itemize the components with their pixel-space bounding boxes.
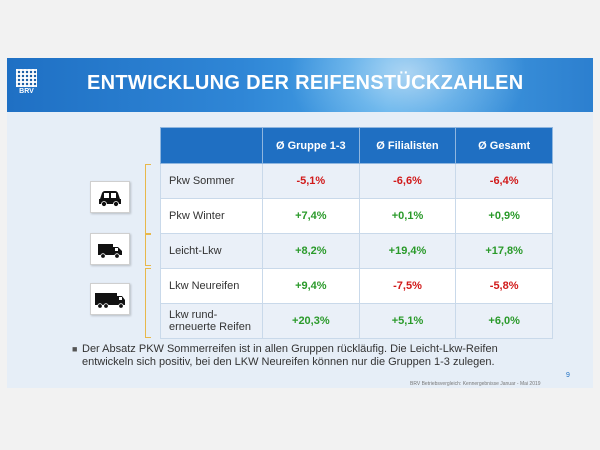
cell-lkw-runderneuert-gruppe: +20,3% [262, 303, 360, 339]
row-label-lkw-neureifen: Lkw Neureifen [160, 268, 263, 304]
table-header-row: Ø Gruppe 1-3 Ø Filialisten Ø Gesamt [160, 127, 553, 164]
header-glow [287, 58, 527, 112]
cell-pkw-sommer-filialisten: -6,6% [358, 163, 457, 199]
summary-text: Der Absatz PKW Sommerreifen ist in allen… [82, 343, 498, 368]
table-header-corner [160, 127, 263, 164]
slide-header: BRV ENTWICKLUNG DER REIFENSTÜCKZAHLEN [7, 58, 593, 112]
cell-leicht-lkw-gesamt: +17,8% [455, 233, 553, 269]
van-icon [90, 233, 130, 265]
truck-icon [90, 283, 130, 315]
cell-pkw-winter-filialisten: +0,1% [358, 198, 457, 234]
bracket-pkw [145, 164, 151, 234]
cell-pkw-sommer-gesamt: -6,4% [455, 163, 553, 199]
cell-lkw-neureifen-gruppe: +9,4% [262, 268, 360, 304]
cell-pkw-winter-gesamt: +0,9% [455, 198, 553, 234]
reifen-table: Ø Gruppe 1-3 Ø Filialisten Ø Gesamt Pkw … [160, 127, 553, 339]
slide: BRV ENTWICKLUNG DER REIFENSTÜCKZAHLEN [7, 58, 593, 388]
cell-leicht-lkw-filialisten: +19,4% [358, 233, 457, 269]
car-icon [90, 181, 130, 213]
row-label-line1: Lkw rund- [169, 309, 218, 321]
col-header-filialisten: Ø Filialisten [358, 127, 457, 164]
cell-lkw-runderneuert-filialisten: +5,1% [358, 303, 457, 339]
cell-lkw-runderneuert-gesamt: +6,0% [455, 303, 553, 339]
row-label-leicht-lkw: Leicht-Lkw [160, 233, 263, 269]
cell-pkw-sommer-gruppe: -5,1% [262, 163, 360, 199]
summary-bullet: ■ Der Absatz PKW Sommerreifen ist in all… [72, 343, 542, 369]
logo-text: BRV [19, 88, 34, 95]
bracket-lkw [145, 268, 151, 338]
table-row: Pkw Sommer -5,1% -6,6% -6,4% [160, 163, 553, 199]
col-header-gruppe: Ø Gruppe 1-3 [262, 127, 360, 164]
brv-logo: BRV [16, 69, 37, 96]
row-label-pkw-winter: Pkw Winter [160, 198, 263, 234]
col-header-gesamt: Ø Gesamt [455, 127, 553, 164]
table-row: Lkw rund-erneuerte Reifen +20,3% +5,1% +… [160, 303, 553, 339]
bullet-square-icon: ■ [72, 344, 78, 354]
logo-grid-icon [16, 69, 37, 87]
cell-pkw-winter-gruppe: +7,4% [262, 198, 360, 234]
bracket-leicht-lkw [145, 234, 151, 266]
row-label-lkw-runderneuert: Lkw rund-erneuerte Reifen [160, 303, 263, 339]
table-row: Pkw Winter +7,4% +0,1% +0,9% [160, 198, 553, 234]
page-number: 9 [566, 372, 570, 379]
row-label-line2: erneuerte Reifen [169, 321, 251, 333]
table-row: Leicht-Lkw +8,2% +19,4% +17,8% [160, 233, 553, 269]
cell-leicht-lkw-gruppe: +8,2% [262, 233, 360, 269]
cell-lkw-neureifen-filialisten: -7,5% [358, 268, 457, 304]
slide-title: ENTWICKLUNG DER REIFENSTÜCKZAHLEN [87, 72, 524, 94]
footer-text: BRV Betriebsvergleich: Kennergebnisse Ja… [410, 381, 541, 387]
table-row: Lkw Neureifen +9,4% -7,5% -5,8% [160, 268, 553, 304]
row-label-pkw-sommer: Pkw Sommer [160, 163, 263, 199]
cell-lkw-neureifen-gesamt: -5,8% [455, 268, 553, 304]
